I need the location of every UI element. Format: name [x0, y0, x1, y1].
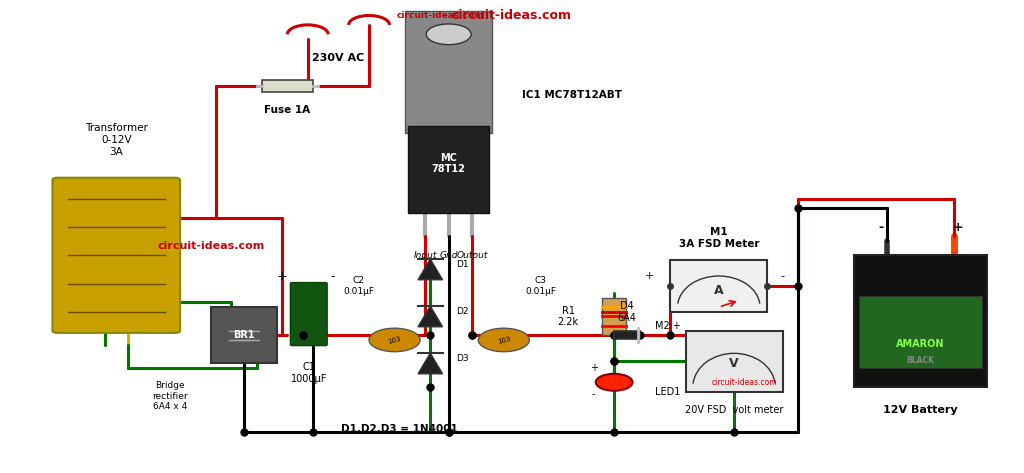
Bar — [854, 255, 987, 387]
Text: -: - — [330, 270, 335, 283]
Text: C1
1000μF: C1 1000μF — [291, 362, 327, 384]
Text: A: A — [714, 284, 724, 297]
Text: 230V AC: 230V AC — [312, 53, 365, 63]
Polygon shape — [418, 259, 442, 280]
Text: Input: Input — [414, 251, 437, 260]
Polygon shape — [418, 306, 442, 327]
Text: D1,D2,D3 = 1N4001: D1,D2,D3 = 1N4001 — [341, 424, 458, 434]
Bar — [614, 332, 640, 339]
Text: D2: D2 — [456, 307, 468, 316]
Text: 3A FSD Meter: 3A FSD Meter — [679, 238, 759, 248]
Text: Fuse 1A: Fuse 1A — [264, 105, 310, 114]
Text: 20V FSD  volt meter: 20V FSD volt meter — [685, 405, 783, 415]
Text: AMARON: AMARON — [896, 339, 945, 349]
Polygon shape — [418, 353, 442, 374]
Bar — [686, 331, 782, 392]
Bar — [262, 80, 313, 92]
Text: 103: 103 — [387, 335, 401, 345]
Text: IC1 MC78T12ABT: IC1 MC78T12ABT — [522, 90, 623, 100]
Bar — [408, 126, 488, 213]
Circle shape — [369, 328, 420, 352]
Text: Output: Output — [457, 251, 487, 260]
Text: -: - — [879, 220, 884, 234]
Text: +: + — [276, 270, 288, 283]
Text: -: - — [592, 389, 595, 399]
Text: BLACK: BLACK — [906, 356, 935, 365]
Text: circuit-ideas.com: circuit-ideas.com — [157, 241, 264, 251]
Circle shape — [596, 374, 633, 391]
Text: +: + — [645, 272, 654, 281]
Text: -: - — [780, 272, 784, 281]
Text: 103: 103 — [497, 335, 511, 345]
FancyBboxPatch shape — [52, 178, 180, 333]
Text: +: + — [952, 220, 963, 234]
Bar — [602, 298, 627, 335]
Text: V: V — [729, 357, 739, 370]
Text: Bridge
rectifier
6A4 x 4: Bridge rectifier 6A4 x 4 — [153, 382, 187, 412]
Text: BR1: BR1 — [233, 330, 255, 340]
Text: Gnd: Gnd — [439, 251, 458, 260]
Text: D1: D1 — [456, 260, 468, 269]
Bar — [859, 296, 982, 368]
Text: 12V Battery: 12V Battery — [883, 405, 957, 415]
Text: circuit-ideas.com: circuit-ideas.com — [712, 378, 777, 387]
Text: Transformer
0-12V
3A: Transformer 0-12V 3A — [85, 123, 147, 157]
Text: R1
2.2k: R1 2.2k — [558, 306, 579, 327]
Text: C2
0.01μF: C2 0.01μF — [343, 276, 375, 296]
Text: +: + — [590, 363, 598, 373]
Text: M1: M1 — [710, 227, 728, 237]
Circle shape — [478, 328, 529, 352]
Text: D4
6A4: D4 6A4 — [617, 301, 636, 323]
Text: circuit-ideas.com: circuit-ideas.com — [396, 11, 484, 20]
Text: C3
0.01μF: C3 0.01μF — [525, 276, 556, 296]
Text: circuit-ideas.com: circuit-ideas.com — [452, 9, 572, 22]
Bar — [211, 307, 278, 363]
Text: M2 +: M2 + — [655, 321, 681, 331]
Text: LED1: LED1 — [655, 386, 680, 397]
FancyBboxPatch shape — [291, 282, 327, 346]
Bar — [671, 260, 767, 312]
Circle shape — [426, 24, 471, 44]
Text: D3: D3 — [456, 354, 468, 363]
Text: MC
78T12: MC 78T12 — [432, 153, 466, 175]
Bar — [404, 11, 492, 133]
